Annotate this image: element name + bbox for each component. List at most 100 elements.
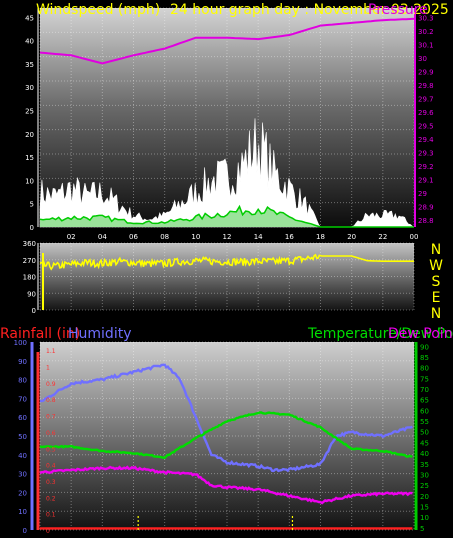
hour-x-tick: 12: [223, 233, 232, 241]
pressure-title: Pressure: [368, 2, 428, 18]
temp-y-tick: 20: [420, 493, 429, 501]
humidity-title: Humidity: [68, 326, 131, 342]
dewpoint-title: Dew Point (°F): [388, 326, 453, 342]
rain-y-tick: 1: [46, 365, 50, 372]
temperature-series: [39, 411, 413, 460]
humidity-y-tick: 20: [18, 489, 27, 497]
temp-y-tick: 70: [420, 386, 429, 394]
axes: [30, 8, 418, 530]
pressure-y-tick: 30.1: [418, 42, 434, 50]
rain-y-tick: 0.7: [46, 414, 56, 421]
temp-y-tick: 10: [420, 514, 429, 522]
direction-plot-area: [40, 243, 414, 310]
hour-x-tick: 08: [160, 233, 169, 241]
direction-letter: S: [432, 274, 441, 290]
hour-x-tick: 18: [316, 233, 325, 241]
humidity-y-tick: 70: [18, 395, 27, 403]
wind-avg-fill: [40, 206, 414, 227]
temp-y-tick: 40: [420, 450, 429, 458]
direction-grid: [39, 242, 415, 311]
dewpoint-series: [39, 465, 413, 505]
wind-title: Windspeed (mph): [36, 2, 160, 18]
wind-y-tick: 0: [30, 224, 34, 232]
rain-y-tick: 0.1: [46, 512, 56, 519]
temp-y-tick: 90: [420, 343, 429, 351]
rain-y-tick: 0: [46, 528, 50, 535]
temp-y-tick: 45: [420, 439, 429, 447]
humidity-y-tick: 50: [18, 433, 27, 441]
hour-x-tick: 14: [254, 233, 263, 241]
humidity-series: [39, 363, 413, 530]
tick-labels: 05101520253035404528.828.92929.129.229.3…: [14, 14, 435, 535]
temp-y-tick: 60: [420, 407, 429, 415]
wind-y-tick: 5: [30, 201, 34, 209]
direction-y-tick: 90: [27, 290, 36, 298]
humidity-plot-area: [40, 342, 414, 530]
temperature-title: Temperature/Dew Point: [307, 326, 453, 342]
pressure-y-tick: 30: [418, 55, 427, 63]
direction-series: [39, 253, 414, 271]
hour-x-tick: 00: [410, 233, 419, 241]
pressure-y-tick: 29.7: [418, 96, 434, 104]
direction-letter: N: [431, 306, 441, 322]
rain-y-tick: 0.2: [46, 495, 56, 502]
humidity-y-tick: 90: [18, 358, 27, 366]
direction-y-tick: 180: [23, 274, 36, 282]
pressure-y-tick: 30.2: [418, 28, 434, 36]
temp-y-tick: 55: [420, 418, 429, 426]
hour-x-tick: 10: [191, 233, 200, 241]
pressure-y-tick: 29.3: [418, 150, 434, 158]
pressure-y-tick: 29.8: [418, 82, 434, 90]
temp-y-tick: 5: [420, 525, 424, 533]
temp-y-tick: 15: [420, 504, 429, 512]
humidity-y-tick: 60: [18, 414, 27, 422]
hour-x-tick: 20: [347, 233, 356, 241]
humidity-y-tick: 40: [18, 452, 27, 460]
temp-y-tick: 50: [420, 429, 429, 437]
rain-y-tick: 0.9: [46, 381, 56, 388]
wind-y-tick: 30: [25, 84, 34, 92]
humidity-y-tick: 0: [23, 527, 27, 535]
pressure-y-tick: 29.1: [418, 177, 434, 185]
rain-y-tick: 0.6: [46, 430, 56, 437]
wind-y-tick: 20: [25, 131, 34, 139]
pressure-y-tick: 29.2: [418, 163, 434, 171]
pressure-series: [39, 17, 415, 65]
rain-y-tick: 0.5: [46, 446, 56, 453]
hour-x-tick: 22: [378, 233, 387, 241]
humidity-y-tick: 80: [18, 377, 27, 385]
pressure-y-tick: 29.6: [418, 109, 434, 117]
direction-letter: N: [431, 242, 441, 258]
temp-y-tick: 25: [420, 482, 429, 490]
pressure-y-tick: 29: [418, 190, 427, 198]
humidity-y-tick: 30: [18, 471, 27, 479]
humidity-y-tick: 100: [14, 339, 27, 347]
rain-y-tick: 0.3: [46, 479, 56, 486]
temp-y-tick: 65: [420, 397, 429, 405]
humidity-series: [40, 363, 413, 473]
direction-y-tick: 360: [23, 240, 36, 248]
graph-title: 24 hour graph day : November 03 2025: [170, 2, 449, 18]
direction-y-tick: 0: [32, 307, 36, 315]
pressure-y-tick: 29.4: [418, 136, 434, 144]
temp-y-tick: 75: [420, 375, 429, 383]
direction-y-tick: 270: [23, 257, 36, 265]
wind-y-tick: 25: [25, 108, 34, 116]
wind-gust-series: [39, 118, 415, 228]
wind-y-tick: 40: [25, 38, 34, 46]
wind-y-tick: 10: [25, 177, 34, 185]
pressure-y-tick: 28.8: [418, 217, 434, 225]
direction-letter: E: [432, 290, 441, 306]
pressure-y-tick: 29.5: [418, 123, 434, 131]
temp-y-tick: 30: [420, 471, 429, 479]
pressure-y-tick: 29.9: [418, 69, 434, 77]
temp-y-tick: 35: [420, 461, 429, 469]
hour-x-tick: 02: [67, 233, 76, 241]
pressure-y-tick: 28.9: [418, 204, 434, 212]
rain-y-tick: 0.8: [46, 397, 56, 404]
hour-x-tick: 06: [129, 233, 138, 241]
hour-x-tick: 04: [98, 233, 107, 241]
wind-direction-series: [39, 253, 414, 271]
